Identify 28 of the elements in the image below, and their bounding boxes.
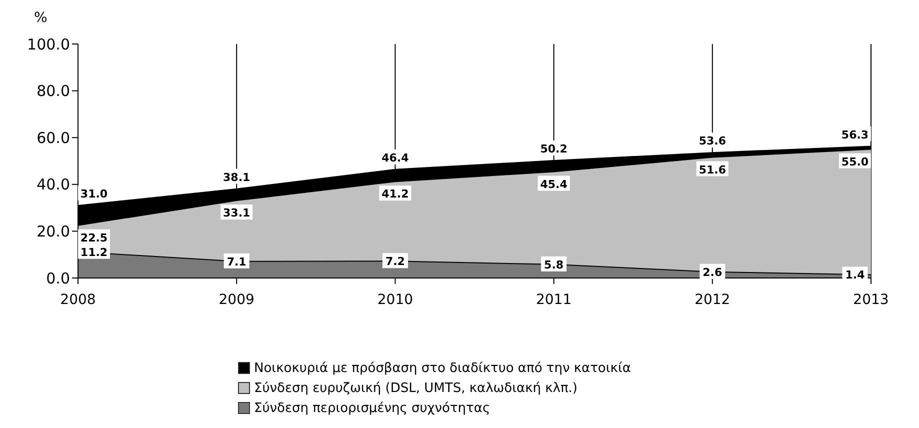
legend-label: Σύνδεση ευρυζωική (DSL, UMTS, καλωδιακή κλπ.) bbox=[254, 380, 578, 396]
legend-label: Σύνδεση περιορισμένης συχνότητας bbox=[254, 400, 490, 416]
y-tick-label: 40.0 bbox=[36, 176, 70, 194]
y-tick-label: 20.0 bbox=[36, 222, 70, 241]
y-axis-title: % bbox=[34, 10, 48, 26]
data-label: 41.2 bbox=[382, 188, 409, 201]
x-tick-label: 2008 bbox=[60, 292, 96, 308]
y-tick-label: 80.0 bbox=[36, 82, 70, 100]
x-tick-label: 2009 bbox=[218, 292, 254, 308]
data-label: 51.6 bbox=[698, 163, 726, 176]
x-tick-label: 2013 bbox=[853, 292, 889, 308]
x-tick-label: 2010 bbox=[377, 292, 414, 308]
data-label: 33.1 bbox=[223, 206, 250, 220]
x-tick-label: 2011 bbox=[536, 292, 572, 308]
data-label: 38.1 bbox=[223, 170, 250, 184]
data-label: 45.4 bbox=[540, 178, 568, 191]
data-label: 53.6 bbox=[698, 134, 726, 148]
data-label: 55.0 bbox=[841, 155, 869, 168]
y-tick-label: 100.0 bbox=[27, 35, 70, 54]
y-tick-label: 0.0 bbox=[46, 269, 70, 288]
legend-label: Νοικοκυριά με πρόσβαση στο διαδίκτυο από την κατοικία bbox=[254, 360, 631, 376]
data-label: 22.5 bbox=[80, 231, 108, 244]
data-label: 31.0 bbox=[80, 187, 108, 200]
y-tick-label: 60.0 bbox=[36, 128, 70, 147]
data-label: 56.3 bbox=[841, 128, 869, 142]
data-label: 46.4 bbox=[382, 151, 410, 164]
x-tick-label: 2012 bbox=[694, 292, 730, 308]
data-label: 50.2 bbox=[540, 142, 568, 156]
